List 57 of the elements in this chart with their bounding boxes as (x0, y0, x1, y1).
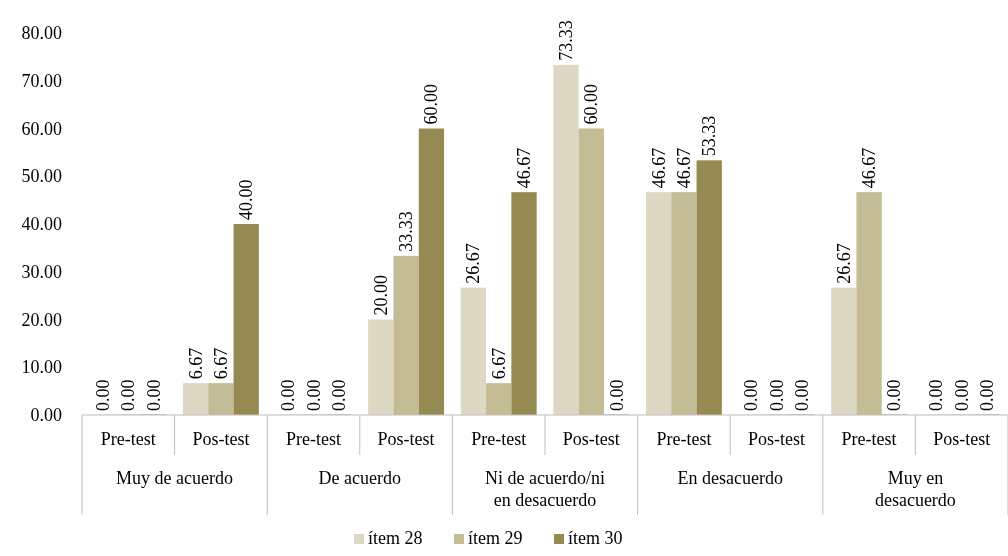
x-tick-label: Pos-test (933, 429, 991, 449)
data-label: 6.67 (185, 347, 206, 380)
data-label: 53.33 (699, 115, 720, 157)
y-tick-label: 10.00 (21, 357, 62, 378)
data-label: 0.00 (118, 379, 139, 411)
legend-label: ítem 30 (568, 528, 623, 548)
x-tick-label: Pre-test (656, 429, 712, 449)
data-label: 40.00 (236, 179, 257, 220)
text: Ni de acuerdo/ni en desacuerdo (485, 468, 605, 510)
legend-label: ítem 29 (468, 528, 523, 548)
x-tick-label: Pos-test (747, 429, 806, 449)
x-tick-label: Pos-test (562, 429, 620, 449)
legend-label: ítem 28 (368, 528, 423, 548)
data-label: 0.00 (951, 379, 972, 411)
data-label: 46.67 (514, 147, 535, 189)
x-tick-label: Pre-test (471, 429, 527, 449)
data-label: 73.33 (555, 20, 576, 61)
x-tick-label: Pre-test (100, 429, 156, 449)
data-label: 0.00 (791, 379, 812, 411)
data-label: 0.00 (92, 379, 113, 411)
text: Muy de acuerdo (116, 468, 234, 488)
y-tick-label: 20.00 (21, 309, 62, 330)
y-tick-label: 50.00 (21, 166, 62, 187)
data-label: 46.67 (673, 147, 694, 189)
y-tick-label: 60.00 (21, 118, 62, 139)
data-label: 26.67 (833, 243, 854, 284)
data-label: 6.67 (488, 347, 509, 380)
data-label: 0.00 (278, 379, 299, 411)
data-label: 0.00 (303, 379, 324, 411)
data-label: 60.00 (581, 84, 602, 125)
y-tick-label: 40.00 (21, 214, 62, 234)
data-label: 0.00 (328, 379, 349, 411)
x-tick-label: Pre-test (841, 429, 897, 449)
data-label: 0.00 (977, 379, 998, 411)
data-label: 0.00 (884, 379, 905, 411)
data-label: 0.00 (606, 379, 627, 411)
data-label: 33.33 (396, 211, 417, 252)
data-label: 20.00 (370, 275, 391, 316)
data-label: 6.67 (210, 347, 231, 380)
data-label: 46.67 (648, 147, 669, 189)
data-label: 0.00 (926, 379, 947, 411)
text: De acuerdo (318, 468, 402, 488)
x-tick-label: Pre-test (286, 429, 341, 449)
y-tick-label: 70.00 (21, 70, 62, 91)
text: Muy en desacuerdo (874, 468, 956, 510)
x-tick-label: Pos-test (377, 429, 435, 449)
data-label: 46.67 (859, 147, 880, 189)
y-tick-label: 30.00 (21, 261, 62, 282)
data-label: 0.00 (143, 379, 164, 411)
x-tick-label: Pos-test (192, 429, 250, 449)
data-label: 26.67 (463, 243, 484, 284)
data-label: 0.00 (766, 379, 787, 411)
text: En desacuerdo (677, 468, 783, 488)
y-tick-label: 80.00 (21, 23, 62, 43)
data-label: 60.00 (421, 84, 442, 125)
data-label: 0.00 (741, 379, 762, 411)
y-tick-label: 0.00 (30, 405, 62, 425)
